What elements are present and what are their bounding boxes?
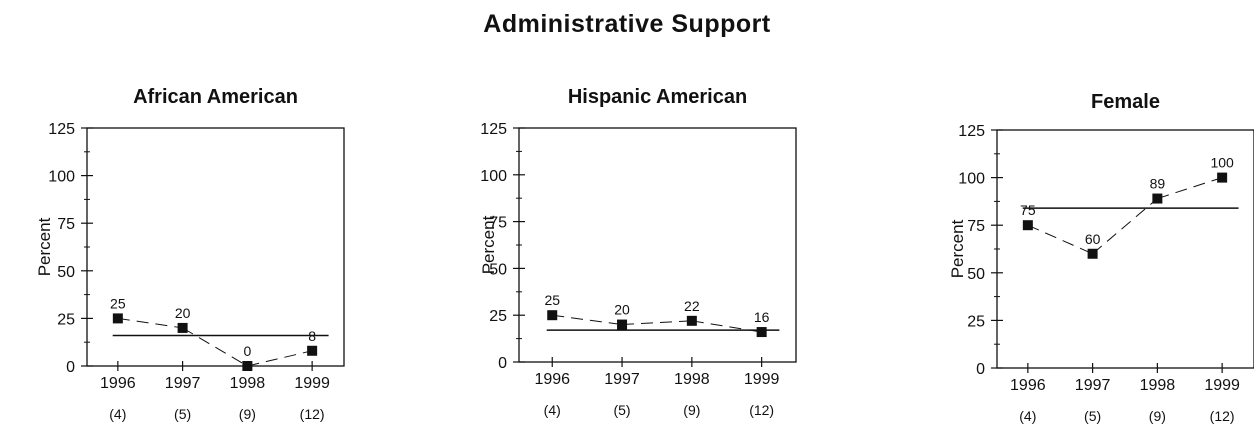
x-tick-label: 1997 — [604, 371, 640, 388]
y-tick-label: 75 — [57, 216, 75, 233]
y-tick-label: 125 — [48, 121, 75, 138]
y-tick-label: 100 — [48, 169, 75, 186]
data-point — [617, 319, 628, 330]
y-tick-label: 100 — [480, 168, 507, 185]
chart-title: Hispanic American — [568, 86, 747, 108]
y-tick-label: 75 — [967, 218, 985, 235]
sample-size-label: (12) — [1210, 408, 1235, 424]
data-point — [242, 361, 253, 371]
data-label: 22 — [684, 298, 700, 314]
series-connector — [622, 320, 692, 326]
data-point — [1152, 193, 1163, 204]
x-tick-label: 1998 — [230, 375, 266, 392]
sample-size-label: (4) — [109, 406, 126, 422]
sample-size-label: (12) — [300, 406, 325, 422]
data-label: 75 — [1020, 202, 1036, 218]
data-label: 20 — [175, 305, 191, 321]
plot-frame — [518, 127, 797, 363]
chart-title: African American — [133, 86, 298, 108]
data-label: 25 — [110, 295, 126, 311]
data-point — [177, 322, 188, 333]
data-point — [1022, 220, 1033, 231]
x-tick-label: 1999 — [1204, 377, 1240, 394]
y-tick-label: 0 — [498, 355, 507, 372]
x-tick-label: 1996 — [100, 375, 136, 392]
y-tick-label: 0 — [976, 361, 985, 378]
y-tick-label: 50 — [489, 261, 507, 278]
sample-size-label: (12) — [749, 402, 774, 418]
sample-size-label: (5) — [613, 402, 630, 418]
y-tick-label: 25 — [489, 308, 507, 325]
x-tick-label: 1996 — [534, 371, 570, 388]
series-connector — [552, 314, 623, 326]
series-connector — [1092, 198, 1158, 255]
data-label: 89 — [1150, 176, 1166, 192]
data-label: 8 — [308, 328, 316, 344]
series-connector — [691, 320, 762, 333]
sample-size-label: (4) — [544, 402, 561, 418]
series-connector — [1157, 177, 1223, 200]
data-point — [1087, 248, 1098, 259]
sample-size-label: (5) — [174, 406, 191, 422]
y-tick-label: 25 — [967, 313, 985, 330]
chart-panel-3: Female 0 25 50 75 100 125 Percent 1996 (4) 1997 (5)… — [948, 91, 1254, 424]
data-point — [112, 313, 123, 324]
x-tick-label: 1997 — [165, 375, 201, 392]
x-tick-label: 1999 — [294, 375, 330, 392]
data-label: 20 — [614, 302, 630, 318]
y-tick-label: 125 — [958, 123, 985, 140]
sample-size-label: (9) — [239, 406, 256, 422]
data-point — [307, 345, 318, 356]
data-point — [686, 315, 697, 326]
data-point — [1217, 172, 1228, 183]
x-tick-label: 1999 — [744, 371, 780, 388]
y-tick-label: 125 — [480, 121, 507, 138]
sample-size-label: (5) — [1084, 408, 1101, 424]
y-tick-label: 100 — [958, 171, 985, 188]
chart-panel-2: Hispanic American 0 25 50 75 100 125 Percent 199… — [479, 86, 797, 418]
sample-size-label: (9) — [1149, 408, 1166, 424]
series-connector — [247, 350, 313, 367]
y-tick-label: 25 — [57, 311, 75, 328]
x-tick-label: 1998 — [674, 371, 710, 388]
y-tick-label: 0 — [66, 359, 75, 376]
data-point — [756, 327, 767, 338]
sample-size-label: (4) — [1019, 408, 1036, 424]
y-axis-label: Percent — [948, 219, 967, 278]
figure-title: Administrative Support — [483, 10, 771, 38]
data-label: 100 — [1210, 155, 1234, 171]
series-connector — [117, 317, 183, 329]
data-point — [547, 310, 558, 321]
plot-frame — [86, 127, 345, 367]
series-connector — [1027, 224, 1093, 255]
y-axis-label: Percent — [35, 217, 54, 276]
data-label: 25 — [544, 292, 560, 308]
x-tick-label: 1998 — [1140, 377, 1176, 394]
chart-title: Female — [1091, 91, 1160, 113]
series-connector — [182, 327, 248, 367]
data-label: 0 — [243, 343, 251, 359]
data-label: 60 — [1085, 231, 1101, 247]
y-tick-label: 50 — [967, 266, 985, 283]
x-tick-label: 1997 — [1075, 377, 1111, 394]
data-label: 16 — [754, 309, 770, 325]
y-tick-label: 75 — [489, 215, 507, 232]
sample-size-label: (9) — [683, 402, 700, 418]
y-tick-label: 50 — [57, 264, 75, 281]
y-axis-label: Percent — [479, 215, 498, 274]
chart-panel-1: African American 0 25 50 75 100 125 Percent 1996… — [35, 86, 345, 422]
x-tick-label: 1996 — [1010, 377, 1046, 394]
